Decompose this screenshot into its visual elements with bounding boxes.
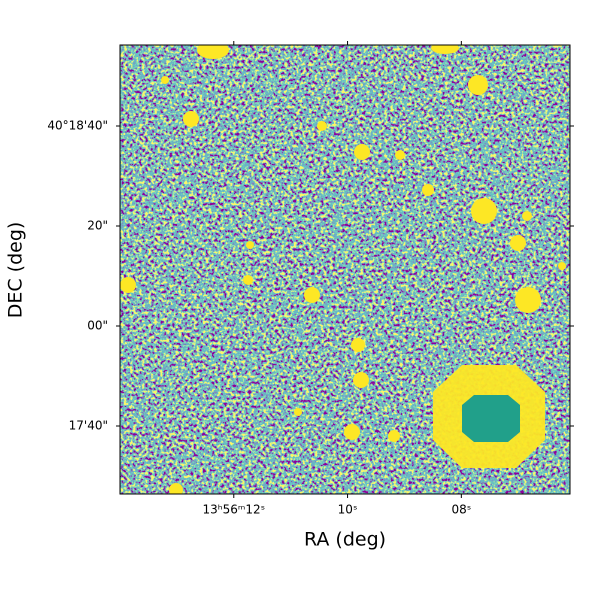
y-axis-label: DEC (deg) [5, 222, 27, 319]
y-tick-label: 40°18'40" [47, 119, 108, 133]
x-tick-label: 13ʰ56ᵐ12ˢ [202, 503, 265, 517]
y-tick-label: 17'40" [69, 419, 108, 433]
x-tick-label: 08ˢ [451, 503, 471, 517]
frame [119, 44, 571, 495]
sky-image [120, 45, 570, 494]
x-axis-label: RA (deg) [304, 529, 386, 551]
y-tick-label: 00" [87, 319, 108, 333]
y-tick-label: 20" [87, 218, 108, 232]
x-tick-label: 10ˢ [338, 503, 358, 517]
